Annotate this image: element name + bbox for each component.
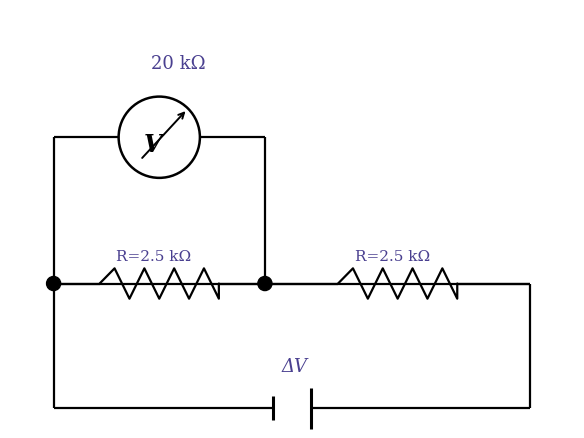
Circle shape: [258, 277, 272, 291]
Text: R=2.5 kΩ: R=2.5 kΩ: [116, 249, 192, 263]
Circle shape: [47, 277, 61, 291]
Text: R=2.5 kΩ: R=2.5 kΩ: [354, 249, 430, 263]
Text: V: V: [144, 132, 162, 156]
Text: ΔV: ΔV: [281, 357, 308, 374]
Text: 20 kΩ: 20 kΩ: [151, 55, 206, 73]
